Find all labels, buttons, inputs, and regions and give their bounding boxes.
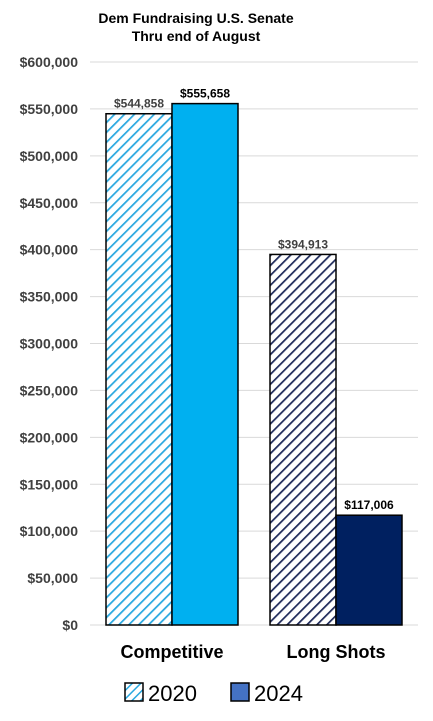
bar-2020-competitive — [105, 112, 173, 626]
chart-title: Dem Fundraising U.S. Senate — [98, 10, 293, 26]
x-tick-label: Long Shots — [287, 642, 386, 662]
x-tick-label: Competitive — [120, 642, 223, 662]
legend-label-2024: 2024 — [254, 681, 303, 706]
data-label: $544,858 — [114, 97, 164, 111]
legend-swatch-2020 — [124, 682, 144, 702]
bar-2024-long-shots — [335, 514, 403, 626]
chart-subtitle: Thru end of August — [132, 28, 261, 44]
data-label: $394,913 — [278, 237, 328, 251]
data-labels: $544,858 $555,658 $394,913 $117,006 — [114, 87, 394, 513]
x-axis-tick-labels: Competitive Long Shots — [120, 642, 385, 662]
bar-2020-long-shots — [269, 253, 337, 626]
legend-label-2020: 2020 — [148, 681, 197, 706]
y-tick-label: $500,000 — [20, 148, 79, 164]
y-tick-label: $300,000 — [20, 336, 79, 352]
y-tick-label: $600,000 — [20, 54, 79, 70]
bars — [105, 102, 403, 626]
legend: 2020 2024 — [124, 681, 303, 706]
y-tick-label: $100,000 — [20, 523, 79, 539]
y-axis-tick-labels: $0 $50,000 $100,000 $150,000 $200,000 $250,00… — [20, 54, 79, 633]
data-label: $555,658 — [180, 87, 230, 101]
legend-swatch-2024 — [230, 682, 250, 702]
y-tick-label: $50,000 — [27, 570, 78, 586]
y-tick-label: $450,000 — [20, 195, 79, 211]
y-tick-label: $200,000 — [20, 429, 79, 445]
y-tick-label: $400,000 — [20, 242, 79, 258]
data-label: $117,006 — [344, 498, 394, 512]
y-tick-label: $350,000 — [20, 289, 79, 305]
bar-2024-competitive — [171, 102, 239, 626]
y-tick-label: $550,000 — [20, 101, 79, 117]
y-tick-label: $0 — [62, 617, 78, 633]
y-tick-label: $250,000 — [20, 382, 79, 398]
y-tick-label: $150,000 — [20, 476, 79, 492]
